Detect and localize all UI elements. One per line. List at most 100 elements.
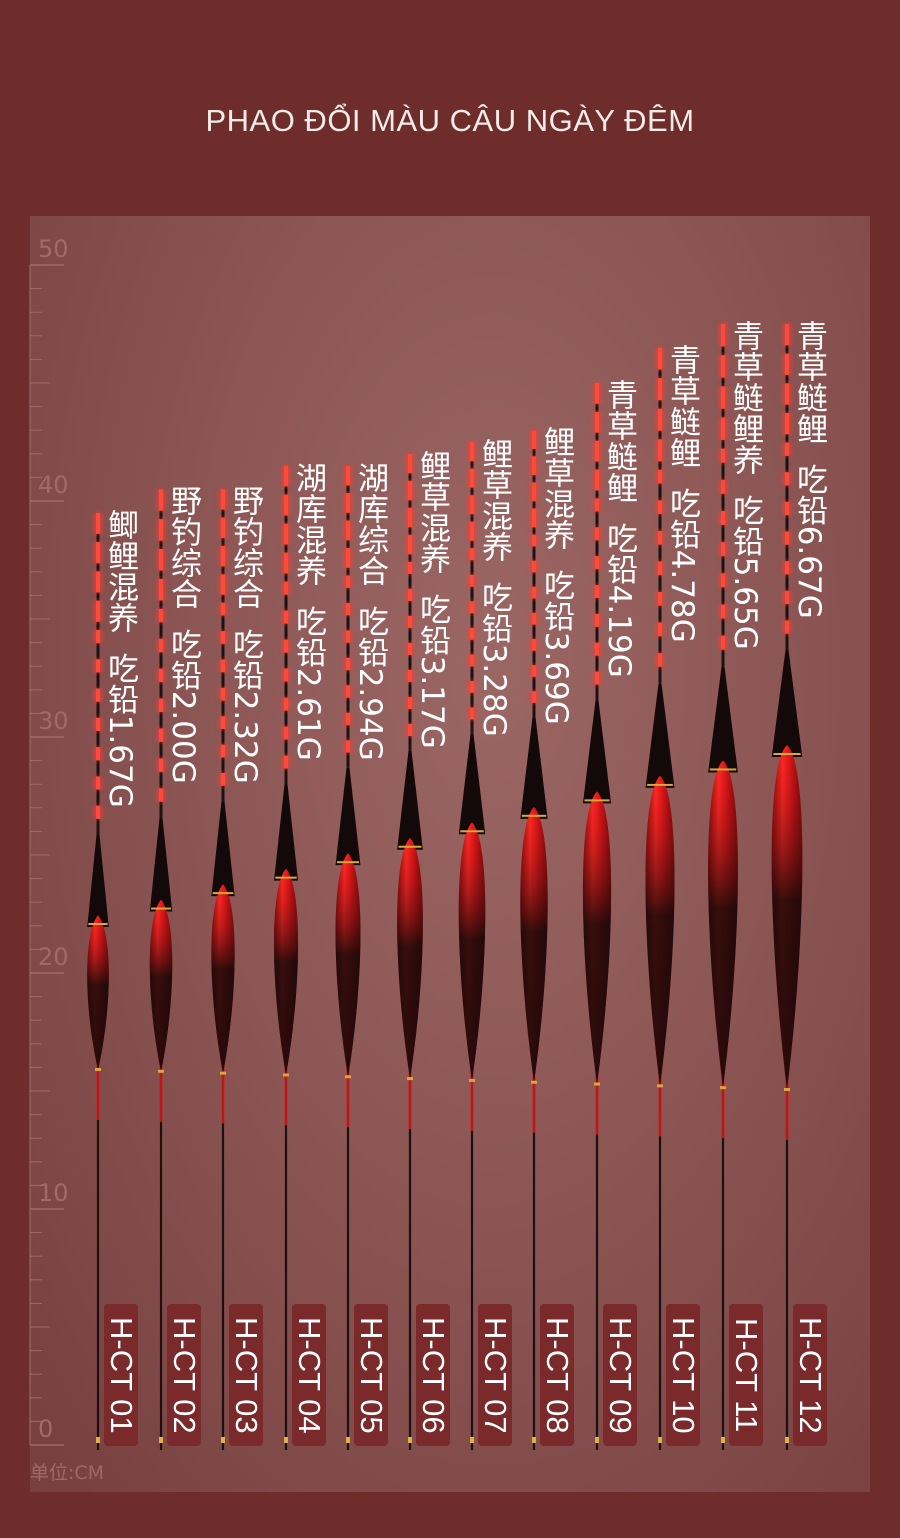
model-badge: H-CT 02 <box>167 1304 202 1446</box>
float-tip-bottom <box>346 1437 350 1443</box>
float-tip-bottom <box>785 1437 789 1443</box>
antenna-segment <box>221 545 225 567</box>
antenna-segment <box>721 510 725 526</box>
float-ring <box>220 1071 226 1075</box>
antenna-segment <box>470 442 474 462</box>
antenna-segment <box>658 653 662 667</box>
ruler-label-10: 10 <box>38 1179 69 1207</box>
ruler-label-30: 30 <box>38 707 69 735</box>
model-badge: H-CT 11 <box>729 1304 764 1446</box>
antenna-segment <box>408 480 412 501</box>
float-body-shade <box>582 791 612 1085</box>
antenna-segment <box>470 495 474 515</box>
antenna-segment <box>532 586 536 599</box>
antenna-segment <box>159 578 163 601</box>
float-spec-label: 鲫鲤混养 吃铅1.67G <box>102 508 138 808</box>
antenna-segment <box>532 456 536 476</box>
float-neck <box>645 683 675 788</box>
antenna-segment <box>721 542 725 557</box>
antenna-segment <box>658 378 662 401</box>
float-ring <box>88 923 108 925</box>
antenna-segment <box>785 590 789 605</box>
ruler-label-0: 0 <box>38 1415 54 1443</box>
antenna-segment <box>346 740 350 753</box>
antenna-segment <box>658 561 662 576</box>
antenna-segment <box>346 685 350 698</box>
antenna-segment <box>284 726 288 740</box>
antenna-segment <box>595 642 599 656</box>
antenna-segment <box>595 671 599 685</box>
antenna-segment <box>346 493 350 513</box>
float-neck <box>582 700 612 804</box>
antenna-segment <box>785 501 789 516</box>
antenna-segment <box>96 629 100 644</box>
antenna-segment <box>658 439 662 462</box>
antenna-segment <box>532 430 536 449</box>
antenna-segment <box>595 498 599 512</box>
antenna-segment <box>96 571 100 593</box>
float-4 <box>273 465 299 1450</box>
float-tip-bottom <box>721 1437 725 1443</box>
float-spec-label: 野钓综合 吃铅2.32G <box>227 485 263 784</box>
float-spec-label: 鲤草混养 吃铅3.69G <box>538 426 574 725</box>
float-body-shade <box>211 884 235 1074</box>
antenna-segment <box>346 712 350 726</box>
float-2 <box>149 489 173 1450</box>
float-spec-label: 野钓综合 吃铅2.00G <box>165 485 201 784</box>
float-ring <box>657 1084 663 1088</box>
antenna-segment <box>221 687 225 701</box>
antenna-segment <box>532 534 536 547</box>
antenna-segment <box>284 494 288 516</box>
float-spec-label: 青草鲢鲤 吃铅4.78G <box>664 343 700 643</box>
antenna-segment <box>159 788 163 802</box>
antenna-segment <box>284 639 288 653</box>
antenna-segment <box>721 324 725 347</box>
float-body-shade <box>87 915 109 1070</box>
float-1 <box>87 512 109 1450</box>
model-badge: H-CT 10 <box>666 1304 701 1446</box>
float-body-shade <box>273 868 299 1076</box>
antenna-segment <box>346 465 350 486</box>
float-spec-label: 鲤草混养 吃铅3.28G <box>476 438 512 737</box>
float-neck <box>397 750 423 850</box>
float-neck <box>335 767 361 866</box>
antenna-segment <box>159 728 163 742</box>
float-ring <box>345 1075 351 1079</box>
antenna-segment <box>658 347 662 370</box>
antenna-segment <box>658 408 662 431</box>
float-ring <box>647 783 673 786</box>
float-neck <box>458 734 486 835</box>
antenna-segment <box>470 521 474 541</box>
antenna-segment <box>96 688 100 702</box>
float-spec-label: 湖库混养 吃铅2.61G <box>290 461 326 761</box>
page-title: PHAO ĐỔI MÀU CÂU NGÀY ĐÊM <box>205 103 695 138</box>
antenna-segment <box>721 386 725 409</box>
float-6 <box>397 453 423 1450</box>
float-ring <box>773 753 801 755</box>
float-tip-bottom <box>658 1437 662 1443</box>
float-10 <box>645 347 675 1450</box>
antenna-segment <box>658 591 662 606</box>
float-spec-label: 青草鲢鲤 吃铅4.19G <box>601 379 637 678</box>
antenna-segment <box>284 610 288 624</box>
antenna-segment <box>346 547 350 568</box>
model-badge: H-CT 04 <box>292 1304 327 1446</box>
float-ring <box>158 1069 164 1073</box>
float-body-shade <box>520 806 548 1083</box>
antenna-segment <box>408 642 412 656</box>
antenna-segment <box>159 519 163 541</box>
float-ring <box>594 1082 600 1086</box>
float-ring <box>398 845 422 848</box>
antenna-segment <box>408 534 412 555</box>
float-neck <box>87 835 109 927</box>
antenna-segment <box>785 383 789 405</box>
antenna-segment <box>96 805 100 819</box>
antenna-segment <box>595 383 599 404</box>
antenna-segment <box>221 489 225 510</box>
antenna-segment <box>595 469 599 491</box>
antenna-segment <box>785 353 789 375</box>
float-ring <box>784 1088 790 1091</box>
float-neck <box>149 818 173 912</box>
antenna-segment <box>470 468 474 488</box>
